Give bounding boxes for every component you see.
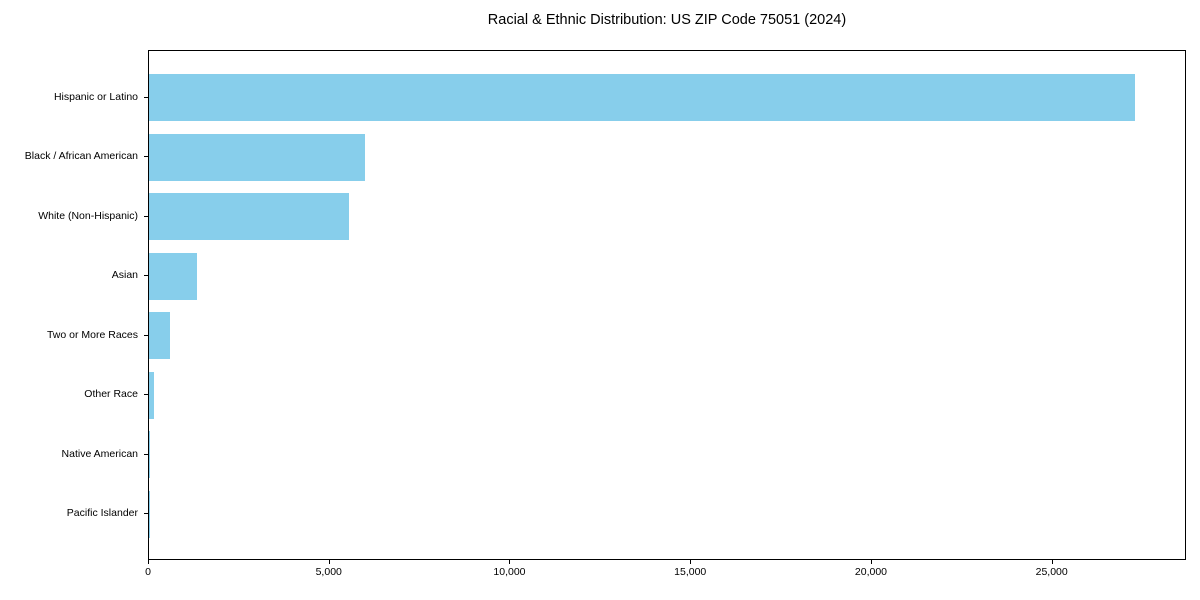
x-tick: [870, 560, 872, 564]
y-tick-label: White (Non-Hispanic): [38, 209, 138, 222]
x-tick: [1051, 560, 1053, 564]
x-tick-label: 15,000: [674, 566, 707, 578]
y-tick-label: Two or More Races: [46, 328, 138, 341]
x-tick: [690, 560, 692, 564]
y-axis-labels: Hispanic or Latino Black / African Americ…: [0, 0, 138, 600]
x-tick-label: 0: [145, 566, 151, 578]
bar-black-african-american: [149, 133, 366, 181]
y-tick: [144, 156, 148, 158]
y-tick-label: Hispanic or Latino: [53, 90, 138, 103]
x-tick: [328, 560, 330, 564]
y-tick-label: Asian: [111, 269, 138, 282]
bar-hispanic-or-latino: [149, 74, 1136, 122]
x-tick-label: 10,000: [493, 566, 526, 578]
y-tick-label: Black / African American: [24, 150, 138, 163]
x-tick: [509, 560, 511, 564]
y-tick: [144, 96, 148, 98]
y-tick: [144, 215, 148, 217]
plot-area: [148, 50, 1186, 560]
chart-title: Racial & Ethnic Distribution: US ZIP Cod…: [487, 12, 847, 28]
x-tick-label: 20,000: [854, 566, 888, 578]
bar-white-non-hispanic: [149, 193, 350, 241]
bar-two-or-more-races: [149, 312, 170, 360]
y-tick: [144, 453, 148, 455]
x-tick: [148, 560, 149, 564]
y-tick-label: Other Race: [84, 388, 138, 401]
x-tick-label: 25,000: [1035, 566, 1068, 578]
y-tick-label: Pacific Islander: [66, 507, 138, 520]
y-tick: [144, 513, 148, 515]
y-tick: [144, 334, 148, 336]
y-tick: [144, 275, 148, 277]
x-tick-label: 5,000: [315, 566, 342, 578]
bar-asian: [149, 252, 198, 300]
y-tick: [144, 394, 148, 396]
y-tick-label: Native American: [61, 447, 138, 460]
bar-native-american: [149, 431, 151, 479]
bar-other-race: [149, 371, 155, 419]
